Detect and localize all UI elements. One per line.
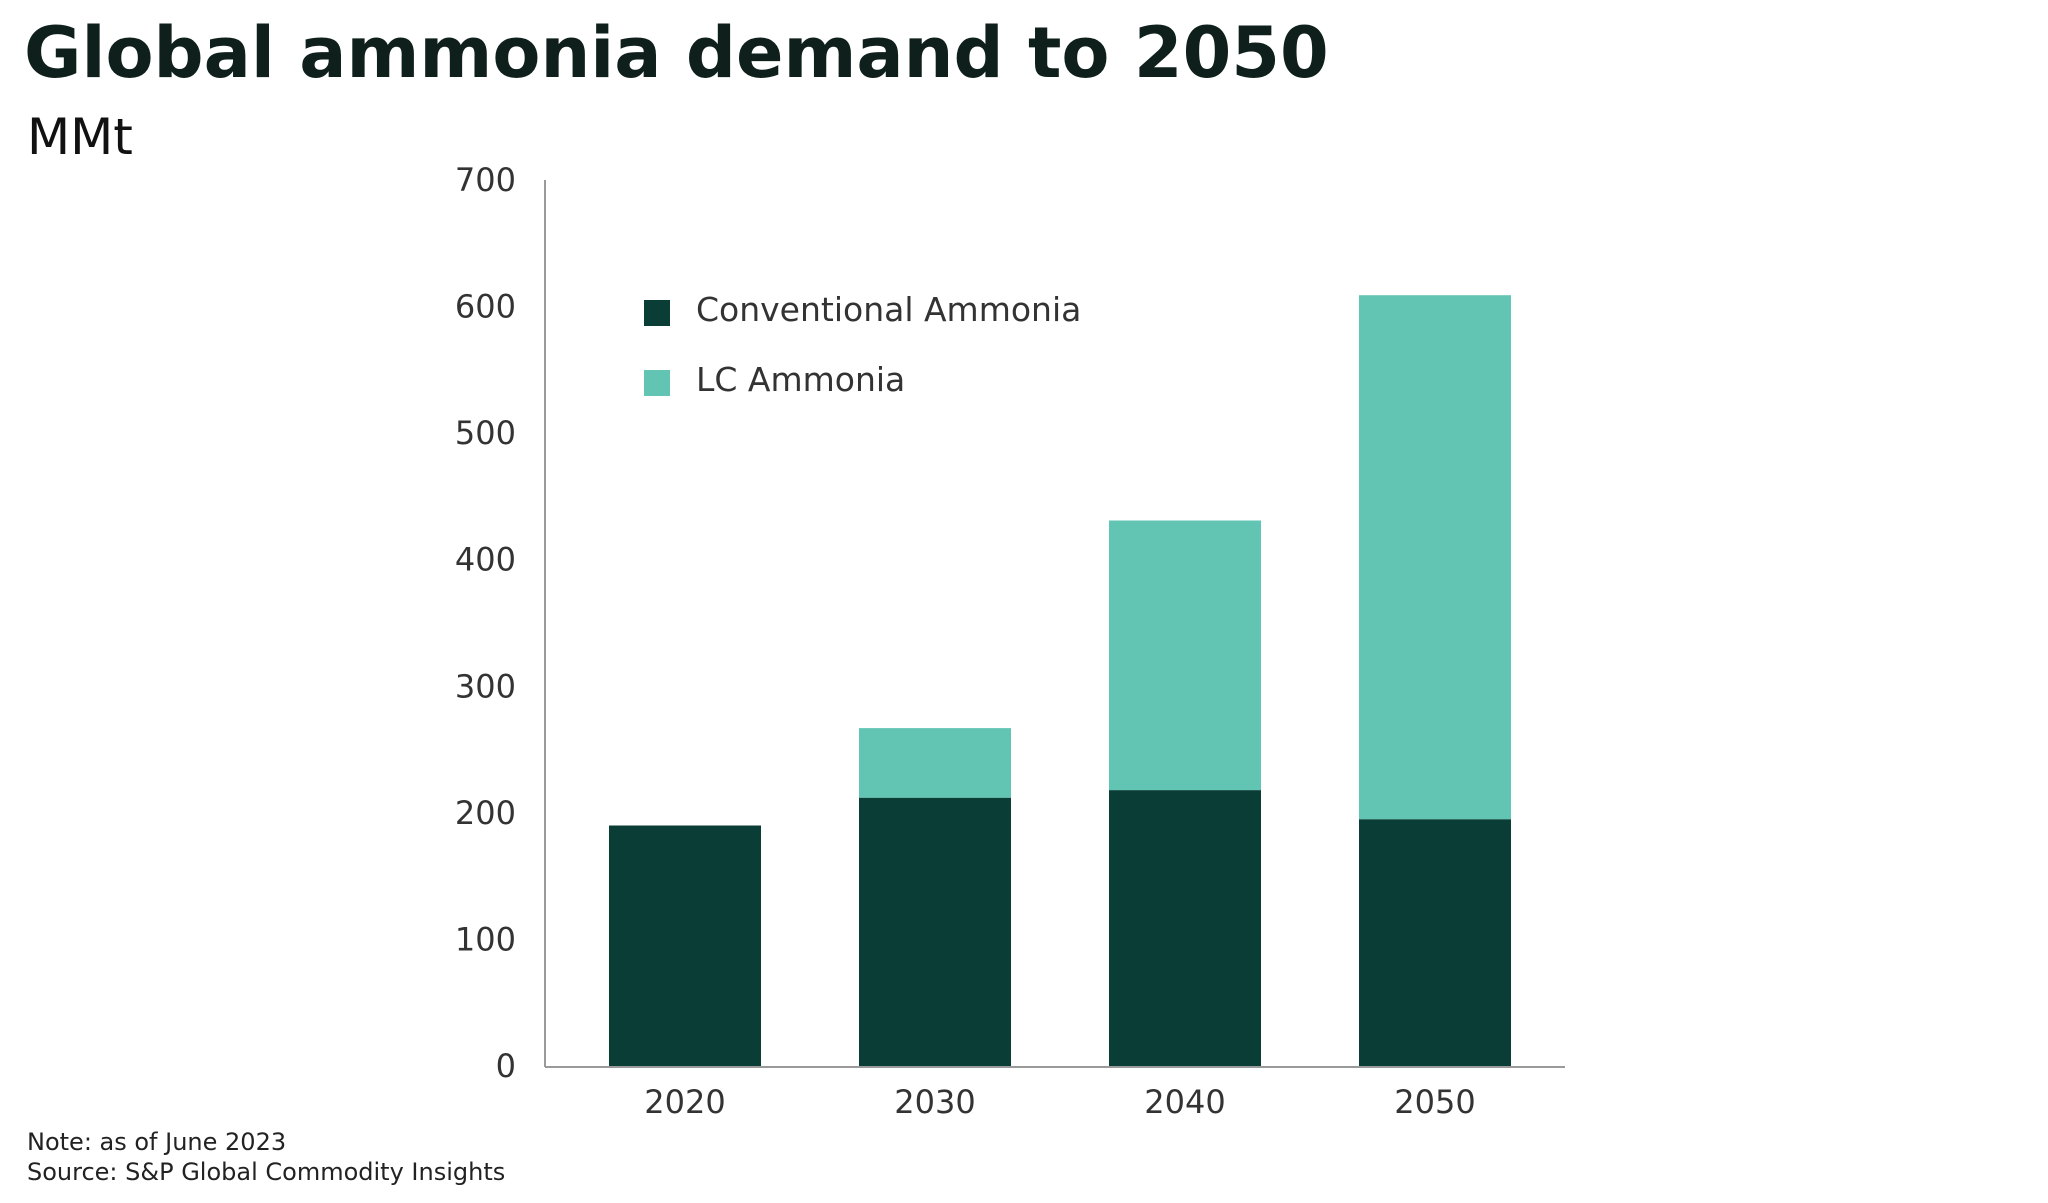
chart-note: Note: as of June 2023 [27,1128,287,1156]
bar-lc-ammonia-2050 [1359,295,1511,820]
legend-label: LC Ammonia [696,360,905,399]
legend-swatch-conventional-ammonia [644,300,670,326]
y-tick-label: 600 [455,288,516,326]
y-tick-label: 300 [455,667,516,705]
bar-conventional-ammonia-2020 [609,825,761,1066]
axes-group: 2020 2030 2040 2050 0 100 200 300 400 500 600 700 [455,161,1565,1121]
y-tick-label: 500 [455,414,516,452]
x-tick-label: 2040 [1144,1083,1225,1121]
y-tick-label: 0 [496,1047,516,1085]
y-tick-label: 200 [455,794,516,832]
bar-conventional-ammonia-2030 [859,797,1011,1066]
y-tick-label: 700 [455,161,516,199]
bar-conventional-ammonia-2050 [1359,819,1511,1066]
bar-lc-ammonia-2030 [859,728,1011,798]
bars-group [609,295,1511,1066]
x-tick-label: 2020 [644,1083,725,1121]
chart-source: Source: S&P Global Commodity Insights [27,1158,506,1186]
chart-title: Global ammonia demand to 2050 [24,12,1329,94]
legend-swatch-lc-ammonia [644,370,670,396]
legend-label: Conventional Ammonia [696,290,1081,329]
x-tick-label: 2030 [894,1083,975,1121]
bar-lc-ammonia-2040 [1109,520,1261,791]
legend: Conventional Ammonia LC Ammonia [644,290,1081,399]
x-tick-label: 2050 [1394,1083,1475,1121]
y-tick-label: 400 [455,541,516,579]
y-tick-label: 100 [455,920,516,958]
bar-conventional-ammonia-2040 [1109,790,1261,1066]
chart-unit-label: MMt [27,108,133,166]
